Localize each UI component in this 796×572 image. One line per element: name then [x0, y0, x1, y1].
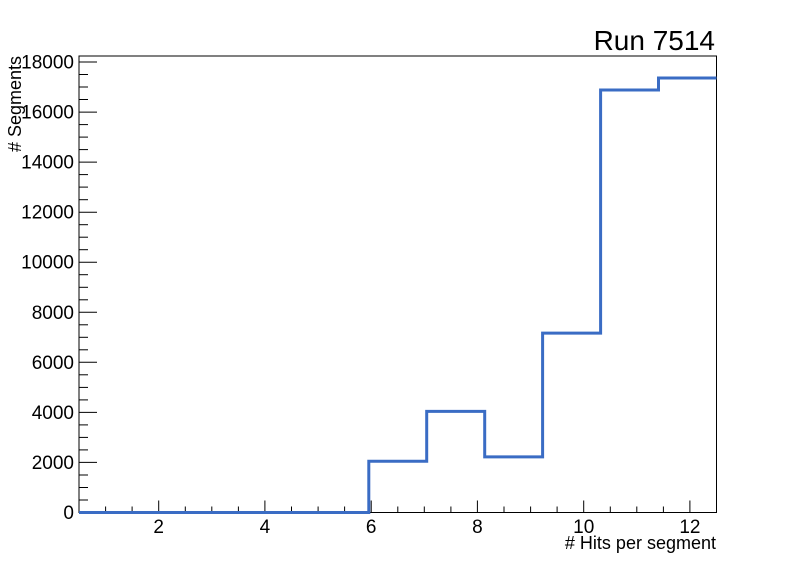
y-tick-label: 14000: [21, 153, 74, 174]
plot-frame: [78, 55, 717, 513]
x-axis-label: # Hits per segment: [565, 533, 716, 553]
x-tick-label: 6: [366, 517, 377, 538]
y-tick-label: 10000: [21, 253, 74, 274]
y-tick-label: 16000: [21, 103, 74, 124]
x-tick-label: 8: [472, 517, 483, 538]
y-tick-label: 2000: [32, 453, 74, 474]
axis-tick-labels: 2 4 6 8 10 12 0 2000 4000 6000 8000 10000 12000 14000…: [21, 53, 700, 539]
y-tick-label: 18000: [21, 53, 74, 74]
axis-ticks: [79, 61, 691, 513]
y-tick-label: 12000: [21, 203, 74, 224]
y-tick-label: 4000: [32, 403, 74, 424]
y-axis-label: # Segments: [5, 56, 25, 152]
y-tick-label: 0: [63, 503, 74, 524]
chart-title: Run 7514: [594, 25, 715, 56]
histogram-line: [79, 76, 717, 514]
x-tick-label: 12: [679, 517, 700, 538]
y-tick-label: 8000: [32, 303, 74, 324]
x-tick-label: 4: [260, 517, 271, 538]
x-tick-label: 10: [573, 517, 594, 538]
x-tick-label: 2: [153, 517, 164, 538]
y-tick-label: 6000: [32, 353, 74, 374]
